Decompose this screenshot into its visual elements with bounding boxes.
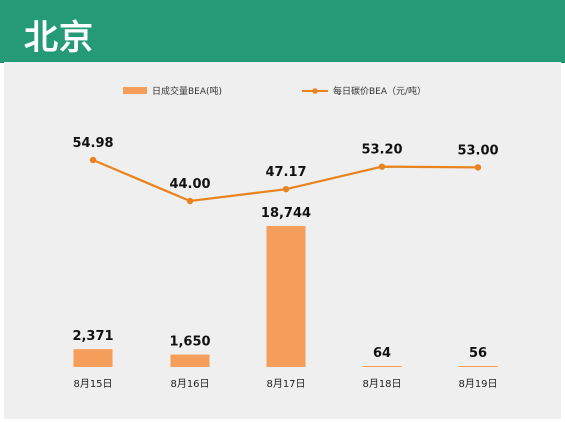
legend-bar-label: 日成交量BEA(吨) bbox=[152, 85, 222, 97]
bar-value-label-3: 64 bbox=[373, 346, 391, 361]
x-tick-label-3: 8月18日 bbox=[362, 378, 401, 390]
price-point-2 bbox=[282, 185, 290, 193]
legend-bar-swatch bbox=[123, 87, 147, 94]
bar-1 bbox=[170, 354, 210, 367]
x-tick-label-2: 8月17日 bbox=[266, 378, 305, 390]
bar-value-label-4: 56 bbox=[469, 346, 487, 361]
price-value-label-4: 53.00 bbox=[457, 143, 498, 158]
x-axis-ticks: 8月15日 8月16日 8月17日 8月18日 8月19日 bbox=[73, 378, 497, 390]
price-point-0 bbox=[89, 156, 97, 164]
bar-2 bbox=[266, 226, 306, 367]
price-value-label-2: 47.17 bbox=[265, 165, 306, 180]
x-tick-label-0: 8月15日 bbox=[73, 378, 112, 390]
page-header: 北京 bbox=[0, 0, 565, 63]
price-value-label-0: 54.98 bbox=[72, 136, 113, 151]
bar-0 bbox=[73, 349, 113, 367]
legend: 日成交量BEA(吨) 每日碳价BEA（元/吨） bbox=[123, 85, 426, 97]
price-point-4 bbox=[474, 164, 482, 171]
price-point-3 bbox=[378, 163, 386, 170]
price-value-label-3: 53.20 bbox=[361, 143, 402, 158]
bar-4 bbox=[458, 366, 498, 367]
legend-line-label: 每日碳价BEA（元/吨） bbox=[333, 85, 426, 97]
page-title: 北京 bbox=[24, 18, 94, 58]
bar-value-label-1: 1,650 bbox=[169, 335, 210, 350]
bar-value-label-0: 2,371 bbox=[72, 329, 113, 344]
bars: 2,371 1,650 18,744 64 56 bbox=[72, 206, 498, 367]
price-point-1 bbox=[186, 197, 194, 205]
price-value-label-1: 44.00 bbox=[169, 177, 210, 192]
bar-value-label-2: 18,744 bbox=[261, 206, 311, 221]
price-line: 54.98 44.00 47.17 53.20 53.00 bbox=[72, 136, 499, 205]
bar-3 bbox=[362, 366, 402, 367]
x-tick-label-1: 8月16日 bbox=[170, 378, 209, 390]
legend-line-marker bbox=[312, 88, 318, 94]
x-tick-label-4: 8月19日 bbox=[458, 378, 497, 390]
